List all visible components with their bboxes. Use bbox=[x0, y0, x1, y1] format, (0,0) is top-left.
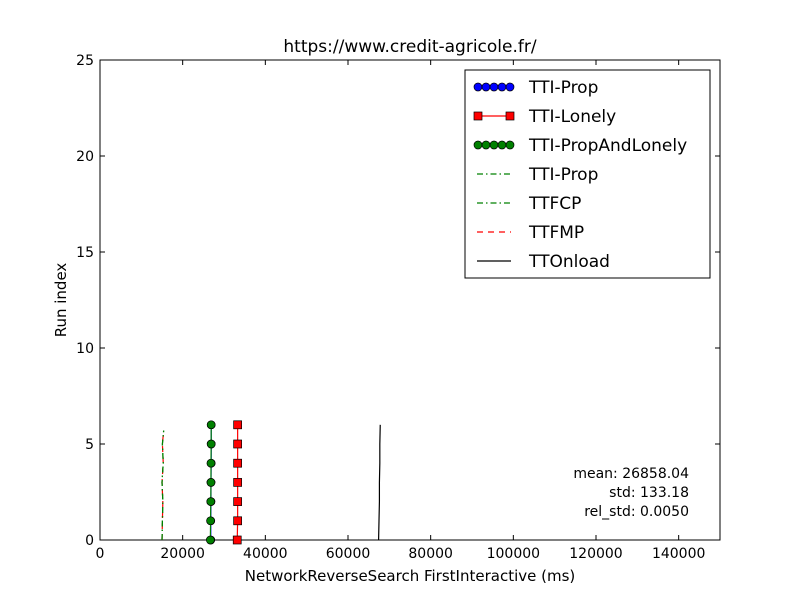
x-tick-label: 20000 bbox=[160, 546, 205, 562]
legend-marker bbox=[505, 82, 515, 92]
legend-item: TTI-Prop bbox=[477, 165, 598, 185]
data-point bbox=[206, 497, 216, 506]
x-tick-label: 0 bbox=[96, 546, 105, 562]
y-tick-label: 25 bbox=[76, 53, 94, 69]
legend-item: TTFCP bbox=[477, 194, 581, 214]
stats-annotation: mean: 26858.04 std: 133.18 rel_std: 0.00… bbox=[573, 466, 689, 520]
data-point bbox=[233, 439, 242, 449]
legend-label: TTI-Prop bbox=[528, 165, 598, 185]
legend-item: TTOnload bbox=[477, 252, 610, 272]
y-tick-label: 10 bbox=[76, 341, 94, 357]
x-axis-label: NetworkReverseSearch FirstInteractive (m… bbox=[245, 567, 576, 585]
legend-item: TTI-PropAndLonely bbox=[473, 136, 687, 156]
legend-label: TTI-Prop bbox=[528, 78, 598, 98]
legend-marker bbox=[473, 82, 483, 92]
legend-item: TTI-Prop bbox=[473, 78, 598, 98]
y-tick-label: 0 bbox=[85, 533, 94, 549]
data-point bbox=[206, 439, 216, 449]
legend-marker bbox=[497, 82, 507, 92]
legend-marker bbox=[473, 140, 483, 150]
legend-item: TTFMP bbox=[477, 223, 584, 243]
legend-label: TTI-PropAndLonely bbox=[528, 136, 687, 156]
data-point bbox=[233, 497, 242, 506]
legend-marker bbox=[489, 82, 499, 92]
data-point bbox=[206, 516, 215, 526]
x-tick-label: 120000 bbox=[569, 546, 622, 562]
series-line bbox=[377, 424, 381, 541]
data-point bbox=[206, 535, 215, 545]
legend-label: TTI-Lonely bbox=[528, 107, 616, 127]
series-2 bbox=[206, 420, 216, 545]
y-tick-label: 15 bbox=[76, 245, 94, 261]
legend-marker bbox=[481, 82, 491, 92]
series-layer bbox=[161, 420, 381, 545]
series-line bbox=[161, 430, 165, 541]
chart-title: https://www.credit-agricole.fr/ bbox=[283, 37, 536, 57]
x-tick-label: 40000 bbox=[243, 546, 288, 562]
x-tick-label: 80000 bbox=[408, 546, 453, 562]
legend-label: TTOnload bbox=[528, 252, 610, 272]
x-tick-label: 100000 bbox=[487, 546, 540, 562]
data-point bbox=[233, 458, 242, 468]
data-point bbox=[206, 420, 216, 430]
y-axis-label: Run index bbox=[52, 263, 70, 338]
x-tick-label: 140000 bbox=[652, 546, 705, 562]
axis-layer: 0 20000 40000 60000 80000 100000 120000 140000 0… bbox=[76, 53, 720, 562]
y-tick-label: 20 bbox=[76, 149, 94, 165]
data-point bbox=[232, 535, 242, 545]
data-point bbox=[233, 516, 242, 526]
stats-std: std: 133.18 bbox=[609, 485, 689, 501]
data-point bbox=[233, 420, 242, 430]
data-point bbox=[206, 458, 216, 468]
x-tick-label: 60000 bbox=[326, 546, 371, 562]
y-tick-label: 5 bbox=[85, 437, 94, 453]
legend-marker bbox=[481, 140, 491, 150]
stats-mean: mean: 26858.04 bbox=[573, 466, 689, 482]
legend-label: TTFMP bbox=[528, 223, 584, 243]
stats-rel-std: rel_std: 0.0050 bbox=[584, 504, 689, 520]
series-1 bbox=[232, 420, 242, 545]
legend-marker bbox=[505, 140, 515, 150]
data-point bbox=[233, 478, 242, 487]
legend-marker bbox=[505, 111, 515, 121]
legend-marker bbox=[497, 140, 507, 150]
series-3 bbox=[161, 430, 165, 541]
legend: TTI-Prop TTI-Lonely TTI-PropAndLonely TTI-P… bbox=[464, 69, 711, 279]
legend-marker bbox=[473, 111, 483, 121]
legend-label: TTFCP bbox=[528, 194, 581, 214]
data-point bbox=[206, 478, 216, 487]
legend-item: TTI-Lonely bbox=[473, 107, 616, 127]
series-6 bbox=[377, 424, 381, 541]
legend-marker bbox=[489, 140, 499, 150]
